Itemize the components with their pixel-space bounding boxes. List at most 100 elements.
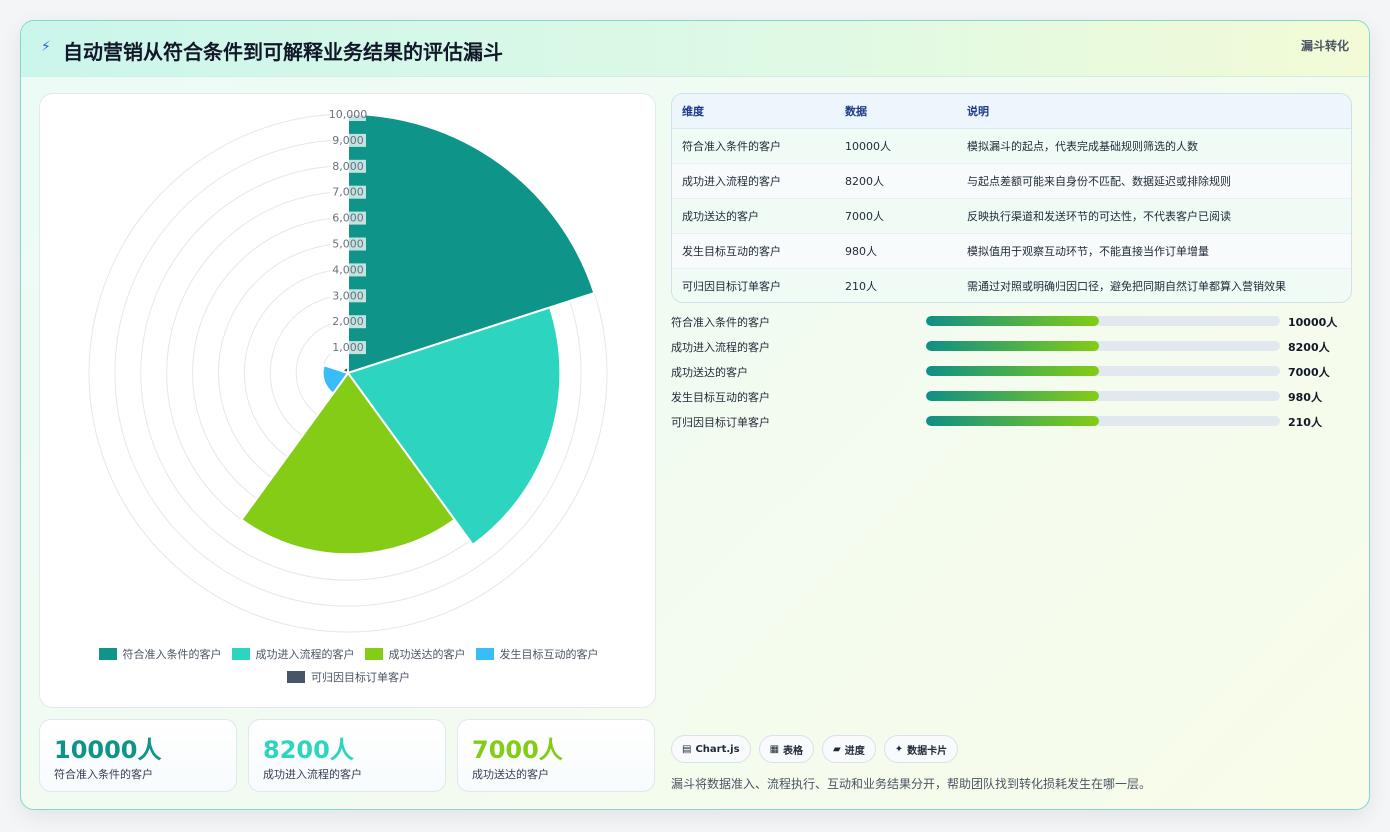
page-title: 自动营销从符合条件到可解释业务结果的评估漏斗 xyxy=(63,40,503,64)
cell-dimension: 可归因目标订单客户 xyxy=(672,268,835,302)
chart-legend: 符合准入条件的客户 成功进入流程的客户 成功送达的客户 发生目标互动的客户 可归因目标… xyxy=(40,646,657,692)
chip-label: Chart.js xyxy=(695,743,740,755)
tick-label: 10,000 xyxy=(329,108,368,121)
cell-dimension: 成功送达的客户 xyxy=(672,198,835,234)
progress-icon: ▰ xyxy=(833,743,841,755)
progress-value: 7000人 xyxy=(1288,366,1330,379)
kpi-label: 符合准入条件的客户 xyxy=(54,768,153,781)
slice-4 xyxy=(321,363,350,395)
legend-swatch xyxy=(475,648,494,660)
progress-label: 可归因目标订单客户 xyxy=(671,416,770,429)
progress-fill xyxy=(926,366,1100,376)
sparkle-icon: ✦ xyxy=(894,743,904,755)
progress-track xyxy=(926,316,1280,326)
header-tag: 漏斗转化 xyxy=(1300,39,1349,53)
kpi-value: 8200人 xyxy=(263,736,354,764)
table-row: 发生目标互动的客户 980人 模拟值用于观察互动环节，不能直接当作订单增量 xyxy=(672,233,1351,269)
progress-track xyxy=(926,341,1280,351)
tick-label-bg xyxy=(330,289,366,303)
feature-chips: ▤ Chart.js ▦ 表格 ▰ 进度 ✦ 数据卡片 xyxy=(671,735,959,763)
cell-description: 需通过对照或明确归因口径，避免把同期自然订单都算入营销效果 xyxy=(957,268,1351,302)
cell-dimension: 成功进入流程的客户 xyxy=(672,163,835,199)
col-header-dimension: 维度 xyxy=(672,94,835,129)
progress-row: 可归因目标订单客户 210人 xyxy=(671,411,1352,436)
progress-row: 成功进入流程的客户 8200人 xyxy=(671,336,1352,361)
progress-value: 210人 xyxy=(1288,416,1322,429)
legend-label: 可归因目标订单客户 xyxy=(311,671,410,684)
chip-label: 进度 xyxy=(844,745,865,757)
chip-label: 表格 xyxy=(783,745,804,757)
chart-icon: ▤ xyxy=(682,743,692,755)
header: ⚡ 自动营销从符合条件到可解释业务结果的评估漏斗 漏斗转化 xyxy=(21,21,1369,77)
kpi-card: 8200人 成功进入流程的客户 xyxy=(248,719,446,792)
kpi-label: 成功送达的客户 xyxy=(472,768,549,781)
progress-track xyxy=(926,391,1280,401)
polar-chart-panel: 1,000 2,000 3,000 4,000 5,000 6,000 7,000 8,000… xyxy=(39,93,656,708)
tick-label: 2,000 xyxy=(332,315,364,328)
legend-label: 成功送达的客户 xyxy=(388,648,466,661)
chip-table[interactable]: ▦ 表格 xyxy=(758,735,815,763)
legend-item[interactable]: 符合准入条件的客户 xyxy=(98,646,222,662)
cell-data: 210人 xyxy=(835,268,957,302)
chip-data-card[interactable]: ✦ 数据卡片 xyxy=(883,735,959,763)
kpi-card: 10000人 符合准入条件的客户 xyxy=(39,719,237,792)
legend-label: 成功进入流程的客户 xyxy=(255,648,355,661)
cell-description: 模拟漏斗的起点，代表完成基础规则筛选的人数 xyxy=(957,128,1351,164)
legend-item[interactable]: 发生目标互动的客户 xyxy=(475,646,599,662)
progress-fill xyxy=(926,391,1100,401)
tick-label-bg xyxy=(330,159,366,173)
tick-label-bg xyxy=(330,108,366,121)
progress-label: 发生目标互动的客户 xyxy=(671,391,770,404)
tick-label: 5,000 xyxy=(332,238,364,251)
bolt-icon: ⚡ xyxy=(41,39,51,55)
kpi-card: 7000人 成功送达的客户 xyxy=(457,719,655,792)
table-row: 成功送达的客户 7000人 反映执行渠道和发送环节的可达性，不代表客户已阅读 xyxy=(672,198,1351,234)
progress-track xyxy=(926,366,1280,376)
tick-label-bg xyxy=(330,133,366,147)
col-header-description: 说明 xyxy=(957,94,1351,129)
slice-3 xyxy=(240,371,456,556)
progress-fill xyxy=(926,316,1100,326)
legend-swatch xyxy=(364,648,383,660)
progress-fill xyxy=(926,341,1100,351)
tick-label-bg xyxy=(330,315,366,329)
legend-label: 符合准入条件的客户 xyxy=(122,648,222,661)
legend-item[interactable]: 成功送达的客户 xyxy=(364,646,466,662)
data-table-wrap: 维度 数据 说明 符合准入条件的客户 10000人 模拟漏斗的起点，代表完成基础… xyxy=(671,93,1352,303)
cell-description: 与起点差额可能来自身份不匹配、数据延迟或排除规则 xyxy=(957,163,1351,199)
progress-row: 发生目标互动的客户 980人 xyxy=(671,386,1352,411)
progress-row: 成功送达的客户 7000人 xyxy=(671,361,1352,386)
cell-dimension: 发生目标互动的客户 xyxy=(672,233,835,269)
progress-value: 980人 xyxy=(1288,391,1322,404)
chip-chartjs[interactable]: ▤ Chart.js xyxy=(671,735,751,763)
progress-fill xyxy=(926,416,1100,426)
progress-track xyxy=(926,416,1280,426)
cell-data: 10000人 xyxy=(835,128,957,164)
progress-label: 成功送达的客户 xyxy=(671,366,748,379)
tick-label-bg xyxy=(330,237,366,251)
tick-label: 7,000 xyxy=(332,186,364,199)
kpi-value: 7000人 xyxy=(472,736,563,764)
table-row: 可归因目标订单客户 210人 需通过对照或明确归因口径，避免把同期自然订单都算入… xyxy=(672,268,1351,302)
kpi-label: 成功进入流程的客户 xyxy=(263,768,362,781)
progress-label: 符合准入条件的客户 xyxy=(671,316,770,329)
legend-item[interactable]: 可归因目标订单客户 xyxy=(287,669,410,685)
legend-item[interactable]: 成功进入流程的客户 xyxy=(231,646,355,662)
legend-label: 发生目标互动的客户 xyxy=(499,648,599,661)
legend-swatch xyxy=(231,648,250,660)
tick-label-bg xyxy=(330,185,366,199)
tick-label: 1,000 xyxy=(332,341,364,354)
progress-list: 符合准入条件的客户 10000人 成功进入流程的客户 8200人 成功送达的客户… xyxy=(671,311,1352,436)
table-row: 符合准入条件的客户 10000人 模拟漏斗的起点，代表完成基础规则筛选的人数 xyxy=(672,128,1351,164)
cell-data: 980人 xyxy=(835,233,957,269)
cell-dimension: 符合准入条件的客户 xyxy=(672,128,835,164)
progress-value: 8200人 xyxy=(1288,341,1330,354)
report-card: ⚡ 自动营销从符合条件到可解释业务结果的评估漏斗 漏斗转化 1,000 2,000… xyxy=(20,20,1370,810)
tick-label-bg xyxy=(330,211,366,225)
slice-5 xyxy=(341,366,349,375)
tick-label: 6,000 xyxy=(332,212,364,225)
polar-area-chart: 1,000 2,000 3,000 4,000 5,000 6,000 7,000 8,000… xyxy=(88,108,608,633)
cell-data: 7000人 xyxy=(835,198,957,234)
chip-progress[interactable]: ▰ 进度 xyxy=(822,735,876,763)
progress-label: 成功进入流程的客户 xyxy=(671,341,770,354)
